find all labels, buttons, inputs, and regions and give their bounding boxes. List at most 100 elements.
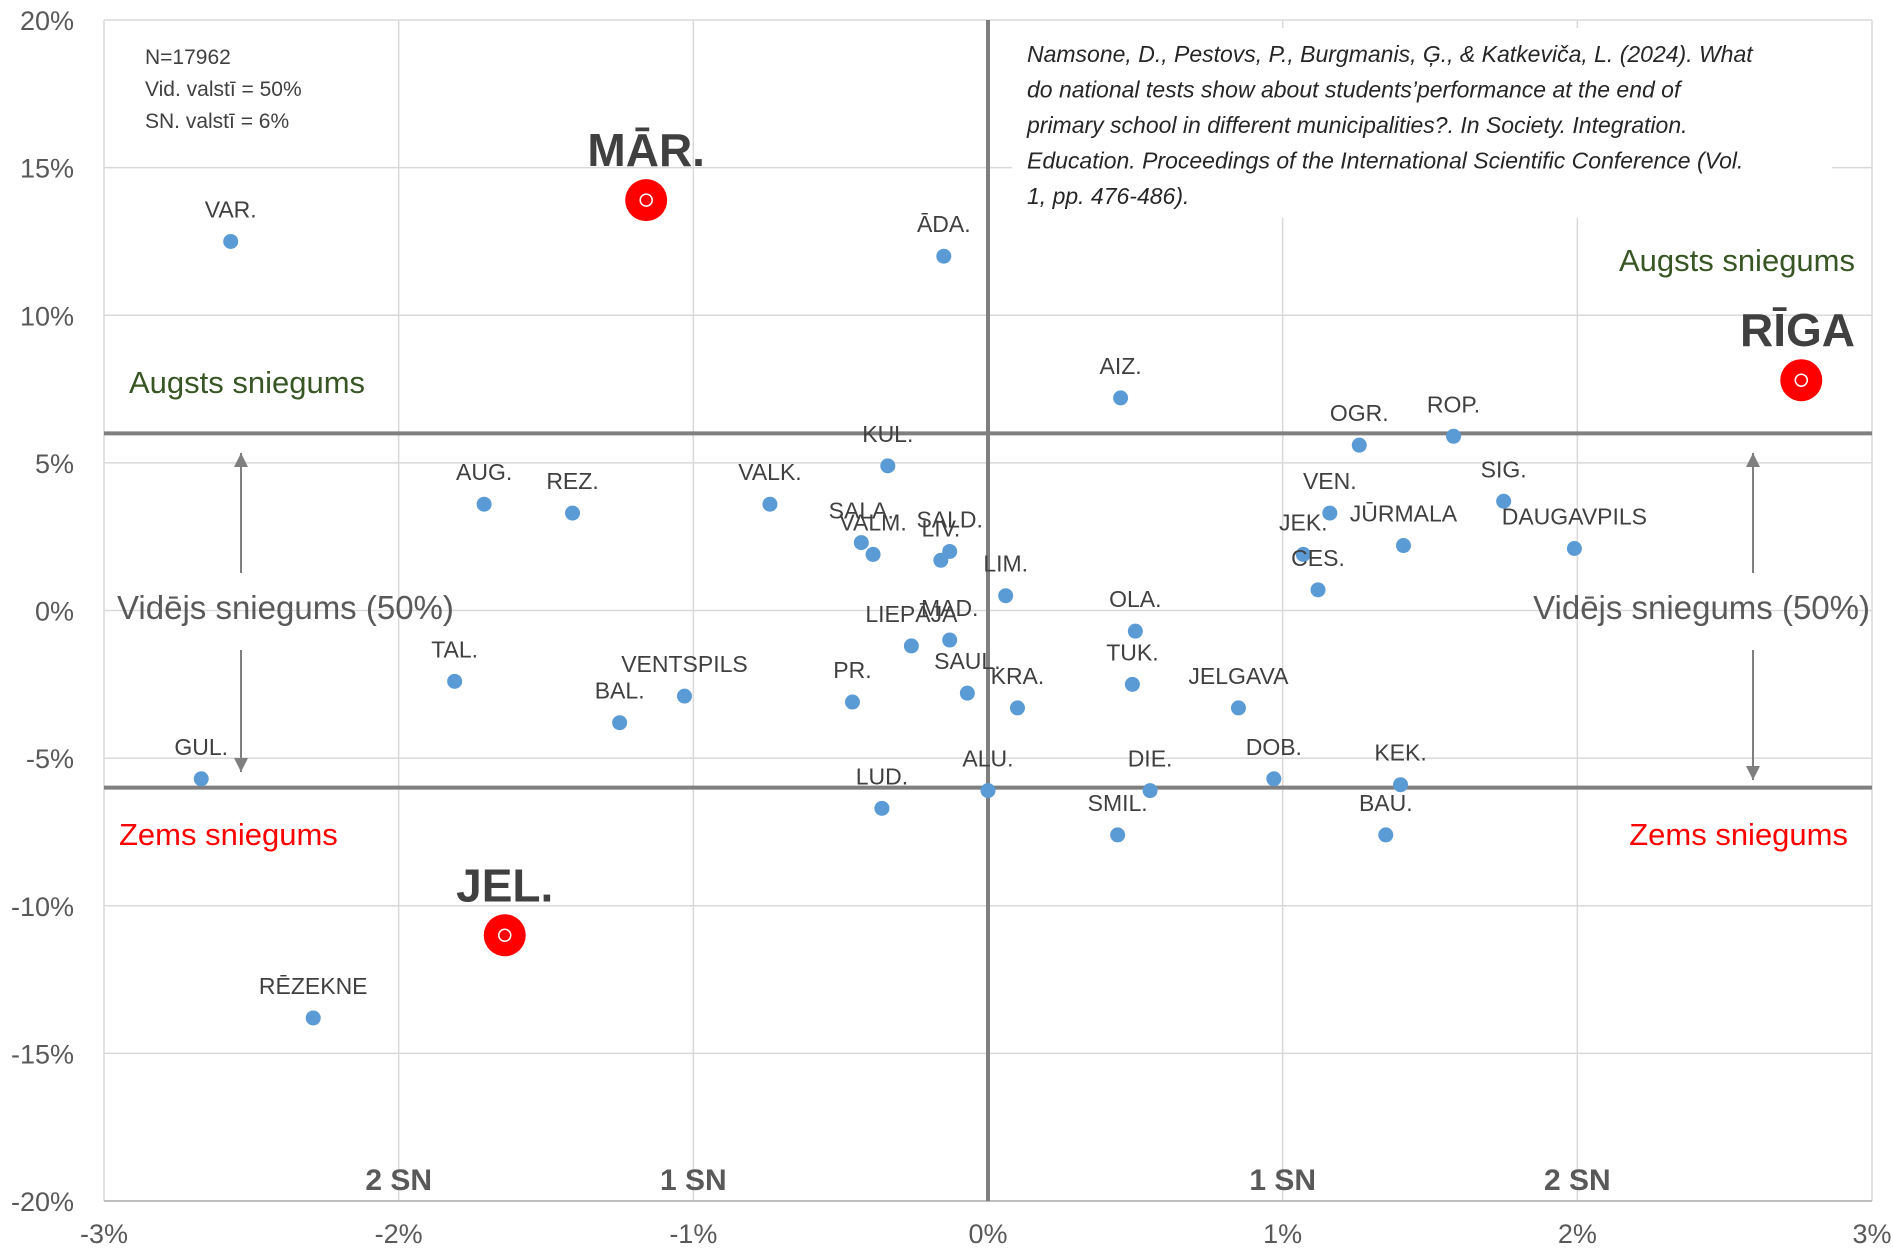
data-points: VAR. ĀDA. AIZ. OGR. ROP. KUL. AUG. REZ. VALK. VEN… [174,196,1647,1026]
data-point [612,715,628,731]
data-point-label: LIM. [983,551,1028,577]
data-point [874,800,890,816]
data-point-label: DIE. [1128,746,1173,772]
highlighted-point [483,914,526,957]
x-tick-label: 0% [968,1219,1007,1249]
data-point [880,458,896,474]
data-point [998,588,1014,604]
sn-labels: 2 SN 1 SN 1 SN 2 SN [365,1164,1610,1197]
data-point-label: CES. [1291,545,1345,571]
citation-line: do national tests show about students’pe… [1027,77,1683,103]
axis-ticks: -3% -2% -1% 0% 1% 2% 3% 20% 15% 10% 5% 0% -5% -10% -15… [11,6,1892,1249]
zone-labels: Augsts sniegums Augsts sniegums Vidējs sni… [117,243,1870,852]
data-point [476,496,492,512]
data-point-label: ALU. [962,746,1013,772]
sn-label: 2 SN [365,1164,432,1197]
citation-line: Education. Proceedings of the Internatio… [1027,148,1743,174]
data-point-label: VAR. [205,196,257,222]
data-point [903,638,919,654]
data-point-label: TUK. [1106,639,1158,665]
data-point [959,685,975,701]
zone-label-low-right: Zems sniegums [1629,817,1848,852]
citation-background [1012,28,1832,218]
zone-label-high-left: Augsts sniegums [129,365,365,400]
data-point-label: TAL. [431,636,478,662]
highlighted-point-label: RĪGA [1740,304,1855,356]
data-point-label: PR. [833,657,871,683]
data-point-label: LIV. [921,515,960,541]
y-tick-label: 15% [20,154,74,184]
data-point [936,248,952,264]
data-point-label: ĀDA. [917,211,971,237]
data-point [1446,428,1462,444]
data-point [223,233,239,249]
stat-line: N=17962 [145,46,231,69]
data-point-label: LIEPĀJA [865,601,958,627]
stat-line: SN. valstī = 6% [145,110,289,133]
data-point-label: BAL. [595,678,645,704]
data-point-label: BAU. [1359,790,1413,816]
data-point [1113,390,1129,406]
y-tick-label: -5% [26,744,74,774]
data-point-label: LUD. [856,763,908,789]
citation-line: primary school in different municipaliti… [1026,112,1688,138]
y-tick-label: 0% [35,597,74,627]
data-point [1496,493,1512,509]
zone-label-low-left: Zems sniegums [119,817,338,852]
zone-label-high-right: Augsts sniegums [1619,243,1855,278]
arrow-down-icon [1746,766,1760,780]
highlighted-point [625,179,668,222]
x-tick-label: -1% [669,1219,717,1249]
data-point [1378,827,1394,843]
zone-label-mid-left: Vidējs sniegums (50%) [117,589,454,626]
data-point [1124,676,1140,692]
x-tick-label: 2% [1558,1219,1597,1249]
data-point [1295,546,1311,562]
data-point [1142,783,1158,799]
data-point-label: SALD. [916,506,982,532]
data-point [942,632,958,648]
data-point-label: KUL. [862,421,913,447]
data-point [1566,540,1582,556]
data-point-label: JELGAVA [1188,663,1289,689]
data-point-label: JŪRMALA [1350,501,1458,527]
data-point [1393,777,1409,793]
data-point-label: SMIL. [1088,790,1148,816]
data-point-label: DAUGAVPILS [1502,503,1647,529]
data-point-label: REZ. [546,468,598,494]
data-point [942,543,958,559]
sn-label: 1 SN [1249,1164,1316,1197]
data-point-label: VENTSPILS [621,651,748,677]
stat-line: Vid. valstī = 50% [145,78,302,101]
highlighted-point-label: MĀR. [587,124,705,176]
data-point [853,535,869,551]
highlighted-point-center [1794,373,1809,387]
x-tick-label: -3% [80,1219,128,1249]
data-point [1395,538,1411,554]
data-point-label: GUL. [174,734,228,760]
data-point [762,496,778,512]
data-point [1110,827,1126,843]
arrow-down-icon [234,758,248,772]
data-point-label: VALK. [738,459,802,485]
data-point-label: AUG. [456,459,512,485]
y-tick-label: 10% [20,301,74,331]
data-point [1310,582,1326,598]
data-point-label: SIG. [1481,456,1527,482]
data-point [865,546,881,562]
data-point-label: DOB. [1246,734,1302,760]
data-point [1266,771,1282,787]
y-tick-label: -15% [11,1039,74,1069]
citation-line: 1, pp. 476-486). [1027,183,1189,209]
data-point-label: JEK. [1279,509,1328,535]
y-tick-label: 20% [20,6,74,36]
data-point [1009,700,1025,716]
data-point-label: VALM. [839,509,906,535]
data-point-label: AIZ. [1100,353,1142,379]
data-point [676,688,692,704]
x-tick-label: -2% [375,1219,423,1249]
citation: Namsone, D., Pestovs, P., Burgmanis, Ģ.,… [1012,28,1832,218]
highlighted-point-center [639,193,653,207]
